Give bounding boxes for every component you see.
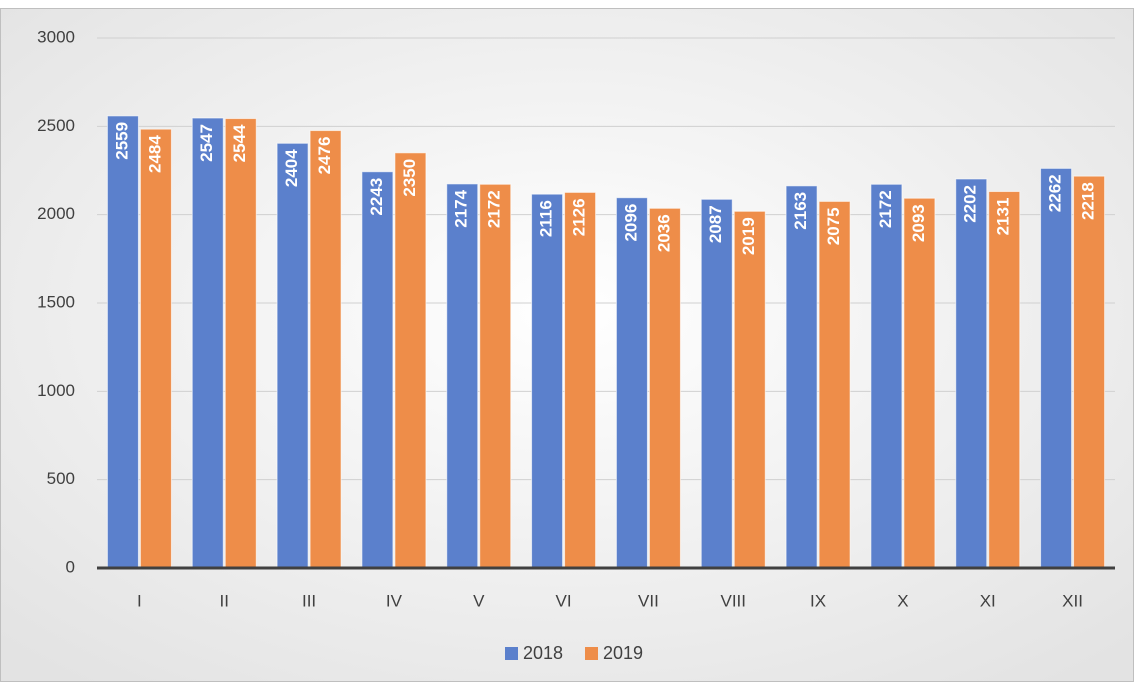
data-label: 2262 <box>1046 174 1065 212</box>
bar <box>733 210 766 569</box>
data-label: 2036 <box>654 214 673 252</box>
data-label: 2075 <box>824 207 843 245</box>
bar <box>276 142 309 569</box>
bar <box>106 115 139 569</box>
x-tick-label: VII <box>638 591 659 610</box>
y-tick-label: 500 <box>47 469 75 488</box>
data-label: 2172 <box>485 190 504 228</box>
bar <box>309 130 342 569</box>
data-label: 2547 <box>197 124 216 162</box>
legend-label: 2019 <box>603 643 643 663</box>
bar <box>479 183 512 569</box>
y-tick-label: 2000 <box>37 204 75 223</box>
data-label: 2093 <box>909 204 928 242</box>
legend-swatch <box>585 647 598 660</box>
data-label: 2218 <box>1079 182 1098 220</box>
data-label: 2126 <box>570 198 589 236</box>
x-tick-label: XI <box>980 591 996 610</box>
y-tick-label: 1500 <box>37 292 75 311</box>
bar <box>224 118 257 569</box>
x-tick-label: X <box>897 591 908 610</box>
data-label: 2172 <box>876 190 895 228</box>
data-label: 2163 <box>791 192 810 230</box>
data-label: 2202 <box>961 185 980 223</box>
data-label: 2243 <box>367 178 386 216</box>
bar <box>818 200 851 569</box>
x-tick-label: IX <box>810 591 826 610</box>
bar <box>394 152 427 569</box>
x-tick-label: V <box>473 591 485 610</box>
bar <box>903 197 936 569</box>
bar <box>1073 175 1106 569</box>
data-label: 2019 <box>739 217 758 255</box>
data-label: 2476 <box>315 137 334 175</box>
data-label: 2404 <box>282 149 301 187</box>
x-tick-label: XII <box>1062 591 1083 610</box>
bar <box>785 185 818 569</box>
y-tick-label: 3000 <box>37 27 75 46</box>
legend-label: 2018 <box>523 643 563 663</box>
x-tick-label: VI <box>556 591 572 610</box>
bar <box>191 117 224 569</box>
x-tick-label: IV <box>386 591 403 610</box>
data-label: 2087 <box>706 205 725 243</box>
data-label: 2096 <box>621 204 640 242</box>
bar <box>700 198 733 569</box>
bar <box>870 183 903 569</box>
data-label: 2116 <box>537 200 556 237</box>
y-tick-label: 2500 <box>37 116 75 135</box>
bar <box>648 207 681 569</box>
data-label: 2484 <box>145 135 164 173</box>
x-tick-label: I <box>137 591 142 610</box>
bar <box>615 197 648 569</box>
data-label: 2544 <box>230 124 249 162</box>
x-tick-label: III <box>302 591 316 610</box>
bar <box>139 128 172 569</box>
data-label: 2350 <box>400 159 419 197</box>
data-label: 2131 <box>994 198 1013 236</box>
data-label: 2174 <box>452 189 471 227</box>
bar <box>446 183 479 569</box>
bar <box>988 191 1021 569</box>
x-tick-label: II <box>220 591 229 610</box>
x-tick-label: VIII <box>720 591 746 610</box>
bar <box>564 191 597 569</box>
y-tick-label: 1000 <box>37 381 75 400</box>
y-tick-label: 0 <box>66 557 75 576</box>
bar <box>361 171 394 569</box>
legend-swatch <box>505 647 518 660</box>
bar <box>531 193 564 569</box>
data-label: 2559 <box>112 122 131 160</box>
bar <box>1040 167 1073 569</box>
bar <box>955 178 988 569</box>
